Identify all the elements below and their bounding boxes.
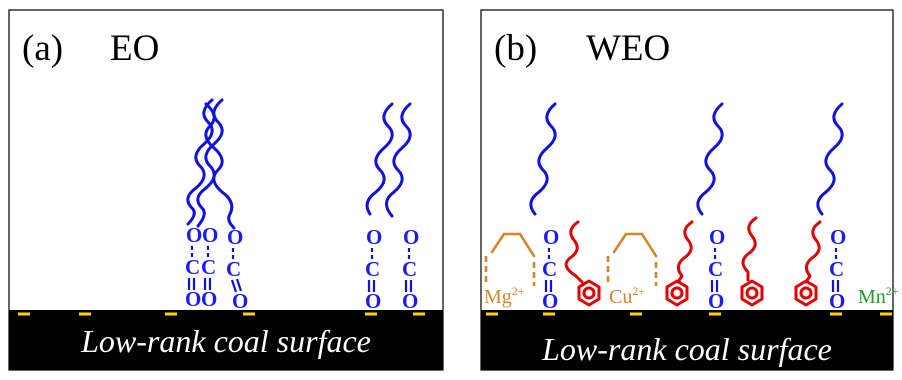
- svg-text:O: O: [185, 287, 201, 311]
- aromatic-molecule: [740, 216, 764, 307]
- svg-text:O: O: [542, 289, 558, 313]
- svg-text:C: C: [365, 257, 380, 281]
- svg-text:O: O: [402, 289, 418, 313]
- aromatic-molecule: [564, 220, 601, 307]
- mg-ion-label: Mg2+: [484, 284, 525, 308]
- svg-text:C: C: [708, 257, 723, 281]
- svg-text:O: O: [543, 225, 559, 249]
- svg-text:O: O: [366, 225, 382, 249]
- eo-molecule: O C O: [365, 102, 394, 313]
- mn-ion-label: Mn2+: [858, 284, 899, 308]
- svg-text:O: O: [186, 223, 202, 247]
- weo-ester-molecule: O C O: [529, 102, 559, 313]
- svg-text:O: O: [202, 223, 218, 247]
- svg-text:C: C: [542, 257, 557, 281]
- svg-text:C: C: [402, 257, 417, 281]
- svg-text:O: O: [829, 289, 845, 313]
- eo-molecule: O C O: [196, 98, 224, 311]
- panel-a-coal-surface: [9, 310, 443, 370]
- svg-text:O: O: [365, 289, 381, 313]
- panel-b-coal-surface: [481, 310, 893, 370]
- svg-text:O: O: [709, 225, 725, 249]
- aromatic-molecule: [794, 220, 822, 307]
- panel-b: (b) WEO Low-rank coal surface Mg2+ Cu2+ …: [480, 9, 899, 371]
- panel-b-label: (b): [494, 28, 537, 69]
- aromatic-molecule: [665, 220, 694, 307]
- panel-a-label: (a): [22, 28, 63, 69]
- weo-ester-molecule: O C O: [816, 102, 846, 313]
- cu-complex: Cu2+: [606, 232, 658, 308]
- cu-ion-label: Cu2+: [609, 284, 645, 308]
- panel-b-surface-text: Low-rank coal surface: [541, 331, 832, 367]
- eo-molecule: O C O: [204, 102, 248, 313]
- svg-text:C: C: [201, 255, 216, 279]
- svg-text:O: O: [232, 289, 248, 313]
- panel-b-title: WEO: [586, 28, 670, 69]
- eo-molecule: O C O: [385, 102, 419, 313]
- weo-ester-molecule: O C O: [696, 102, 725, 313]
- svg-text:O: O: [201, 287, 217, 311]
- panel-a: (a) EO Low-rank coal surface O C O O: [8, 9, 444, 371]
- panel-a-surface-text: Low-rank coal surface: [80, 323, 371, 359]
- mg-complex: Mg2+: [484, 232, 536, 308]
- svg-text:O: O: [830, 225, 846, 249]
- svg-text:C: C: [226, 257, 241, 281]
- svg-text:O: O: [708, 289, 724, 313]
- svg-text:O: O: [403, 225, 419, 249]
- eo-molecule: O C O: [185, 98, 214, 311]
- panel-a-title: EO: [110, 28, 159, 69]
- svg-text:C: C: [829, 257, 844, 281]
- svg-text:O: O: [227, 225, 243, 249]
- mn-ion: Mn2+: [858, 284, 899, 308]
- svg-text:C: C: [185, 255, 200, 279]
